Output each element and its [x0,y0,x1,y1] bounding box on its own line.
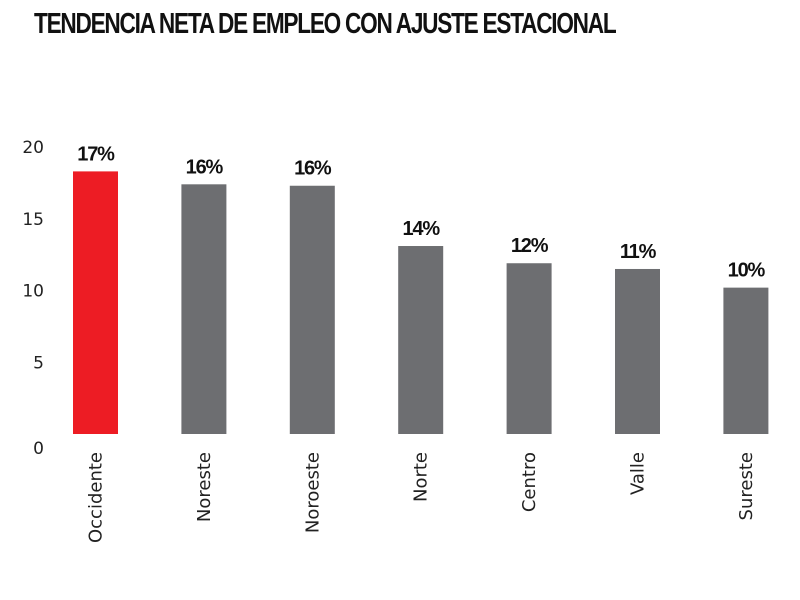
x-category-label: Occidente [86,452,107,543]
data-label: 16% [294,158,332,180]
y-tick-label: 5 [33,353,44,373]
y-tick-label: 15 [22,210,44,230]
bar-sureste [723,287,769,434]
y-tick-label: 20 [22,138,44,158]
x-category-label: Norte [411,452,432,502]
x-category-label: Sureste [736,452,757,520]
data-label: 10% [728,260,766,282]
data-label: 11% [620,241,657,263]
bar-occidente [73,171,118,434]
bar-noroeste [289,185,335,434]
data-label: 16% [186,156,224,178]
bar-norte [398,246,444,434]
x-category-label: Noroeste [302,452,323,533]
x-axis: Occidente Noreste Noroeste Norte Centro Valle… [86,452,757,543]
bar-centro [506,263,552,434]
x-category-label: Valle [628,452,649,495]
x-category-label: Noreste [194,452,215,522]
bar-noreste [181,184,227,434]
data-label: 14% [402,218,440,240]
bars [73,171,769,434]
y-tick-label: 10 [22,282,44,302]
chart-title: TENDENCIA NETA DE EMPLEO CON AJUSTE ESTA… [34,8,617,40]
data-label: 12% [511,235,549,257]
y-axis: 0 5 10 15 20 [22,138,44,459]
data-label: 17% [77,143,115,165]
data-labels: 17% 16% 16% 14% 12% 11% 10% [77,143,766,282]
x-category-label: Centro [519,452,540,512]
y-tick-label: 0 [33,439,44,459]
bar-valle [615,268,660,434]
